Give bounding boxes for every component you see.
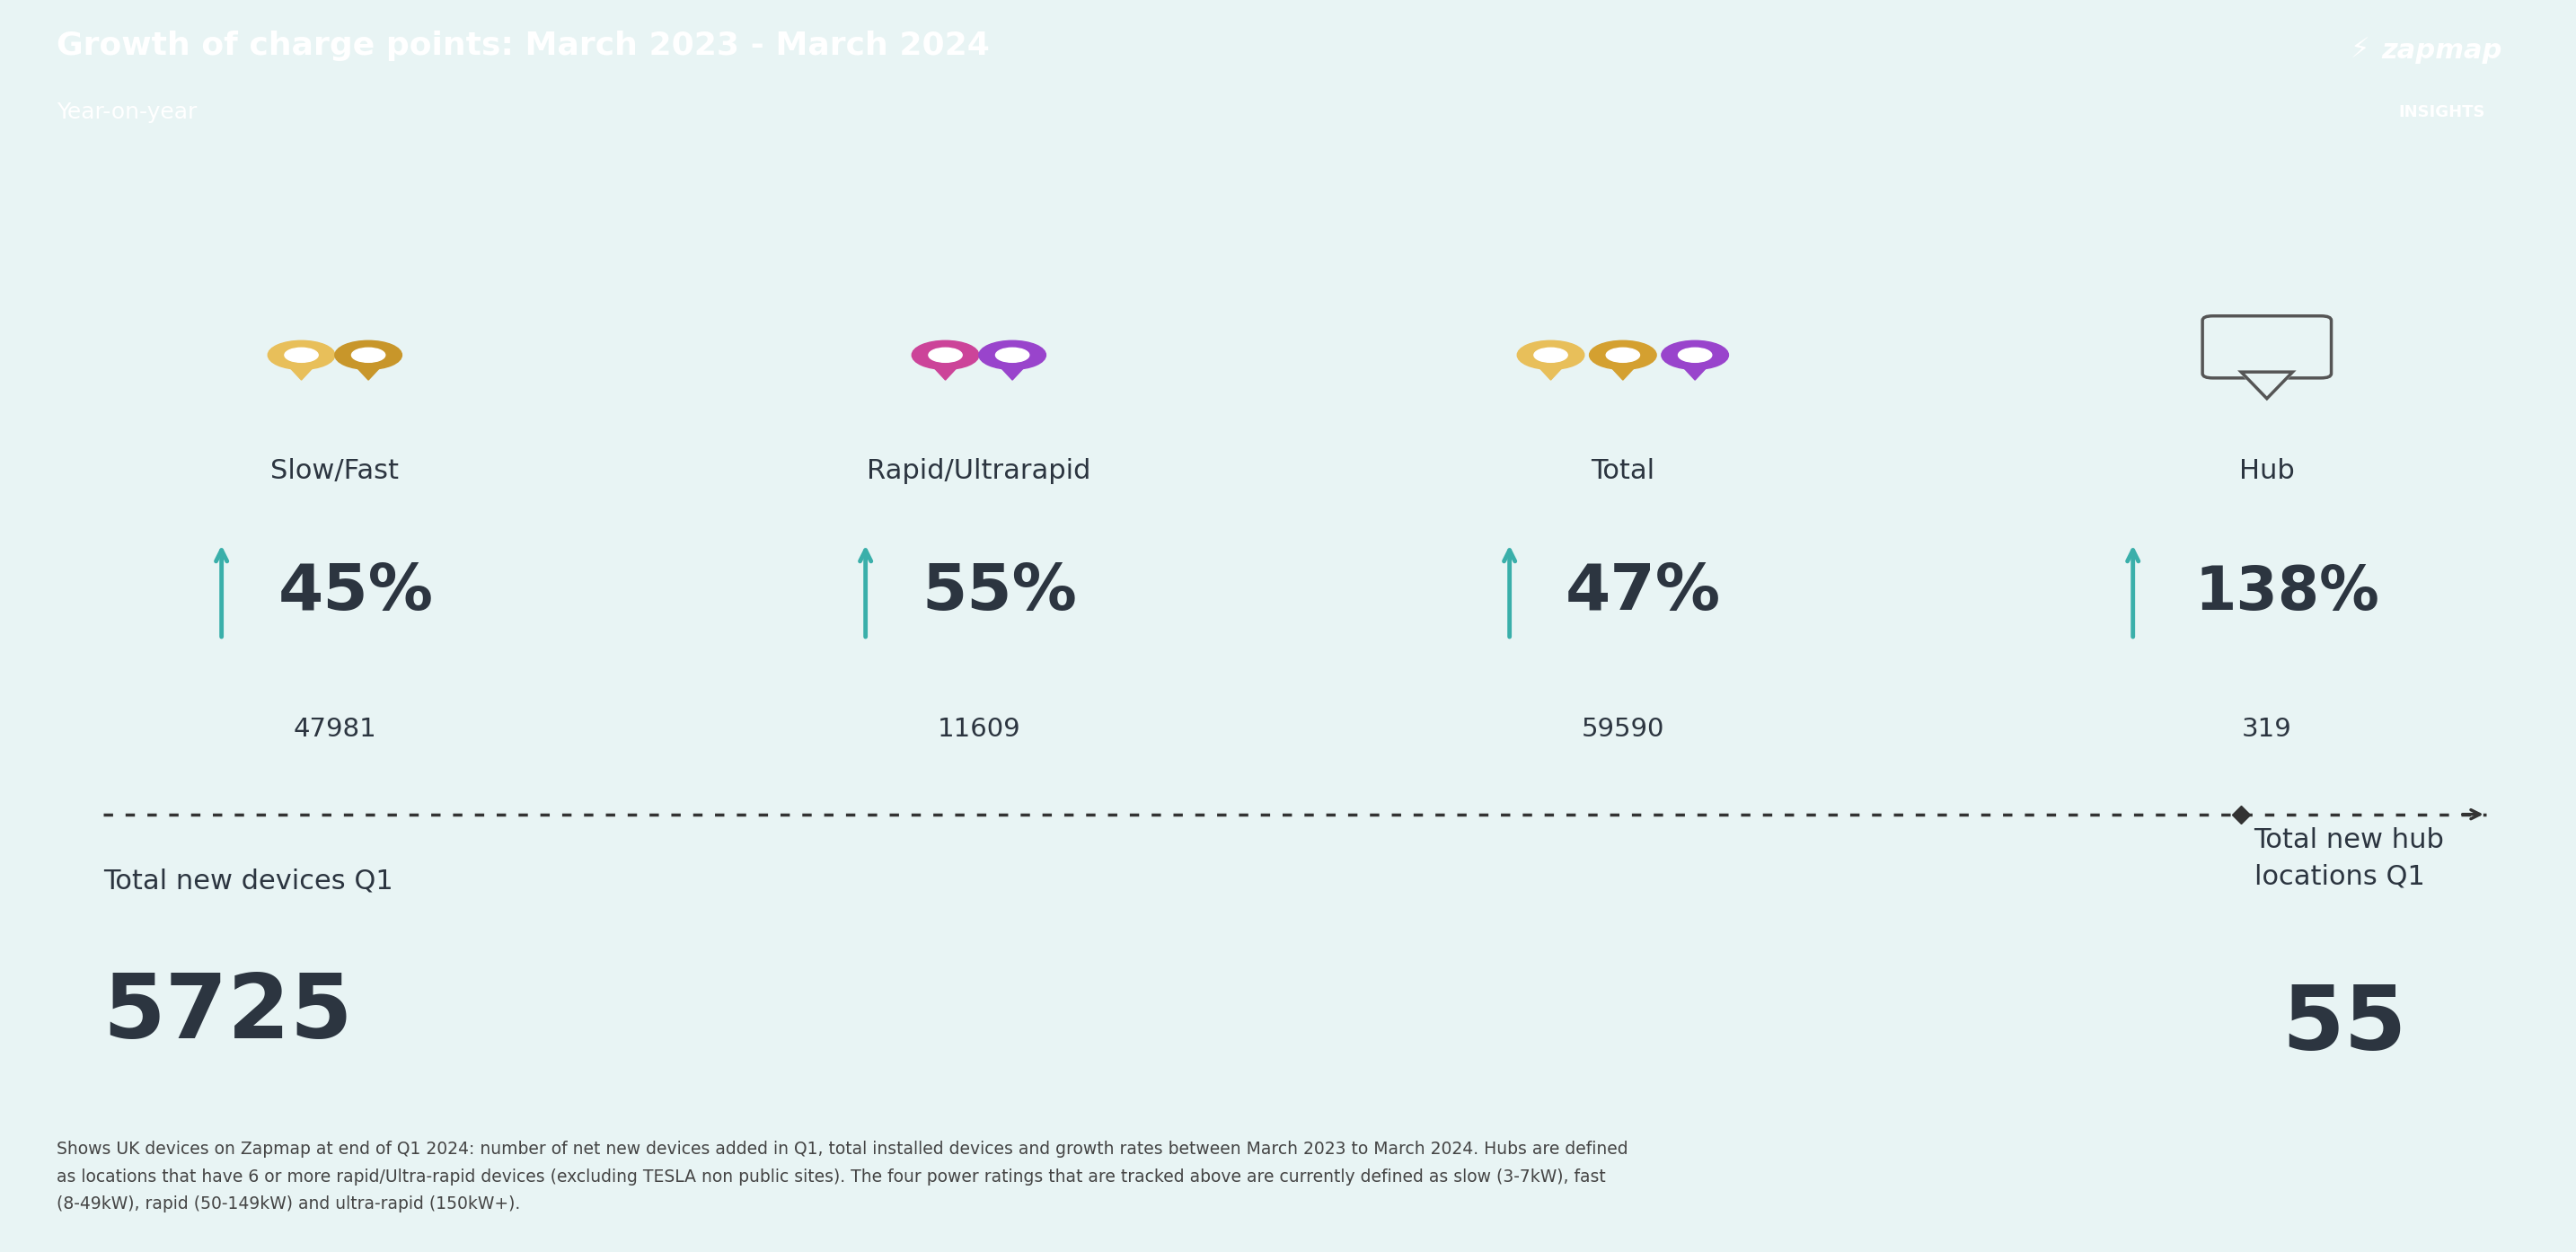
Text: Slow/Fast: Slow/Fast	[270, 458, 399, 483]
Text: Total: Total	[1592, 458, 1654, 483]
Polygon shape	[989, 356, 1036, 381]
Text: Total new devices Q1: Total new devices Q1	[103, 868, 394, 894]
Text: INSIGHTS: INSIGHTS	[2398, 104, 2486, 120]
Text: Shows UK devices on Zapmap at end of Q1 2024: number of net new devices added in: Shows UK devices on Zapmap at end of Q1 …	[57, 1141, 1628, 1212]
Polygon shape	[1600, 356, 1646, 381]
Text: 47981: 47981	[294, 716, 376, 741]
Circle shape	[350, 348, 386, 362]
Circle shape	[286, 348, 319, 362]
Polygon shape	[1528, 356, 1574, 381]
Circle shape	[268, 341, 335, 369]
Circle shape	[1662, 341, 1728, 369]
Text: 55: 55	[2282, 982, 2406, 1068]
Text: Total new hub
locations Q1: Total new hub locations Q1	[2254, 828, 2445, 890]
Circle shape	[927, 348, 963, 362]
Text: 59590: 59590	[1582, 716, 1664, 741]
Circle shape	[994, 348, 1030, 362]
Text: Growth of charge points: March 2023 - March 2024: Growth of charge points: March 2023 - Ma…	[57, 31, 989, 61]
Text: 138%: 138%	[2195, 563, 2380, 622]
Text: 45%: 45%	[278, 562, 433, 623]
Circle shape	[979, 341, 1046, 369]
Circle shape	[1589, 341, 1656, 369]
Text: 55%: 55%	[922, 562, 1077, 623]
Text: Hub: Hub	[2239, 458, 2295, 483]
Polygon shape	[922, 356, 969, 381]
Text: 47%: 47%	[1566, 562, 1721, 623]
Circle shape	[335, 341, 402, 369]
Text: Year-on-year: Year-on-year	[57, 101, 198, 123]
Text: Rapid/Ultrarapid: Rapid/Ultrarapid	[868, 458, 1090, 483]
Circle shape	[912, 341, 979, 369]
Text: 5725: 5725	[103, 970, 353, 1058]
Circle shape	[1680, 348, 1710, 362]
Text: ⚡: ⚡	[2349, 38, 2370, 64]
Polygon shape	[2241, 373, 2293, 401]
Polygon shape	[278, 356, 325, 381]
Circle shape	[1517, 341, 1584, 369]
Text: zapmap: zapmap	[2383, 38, 2501, 64]
Text: 319: 319	[2241, 716, 2293, 741]
Circle shape	[1607, 348, 1638, 362]
Polygon shape	[345, 356, 392, 381]
Polygon shape	[1672, 356, 1718, 381]
Text: 11609: 11609	[938, 716, 1020, 741]
FancyBboxPatch shape	[2202, 316, 2331, 378]
Circle shape	[1533, 348, 1566, 362]
